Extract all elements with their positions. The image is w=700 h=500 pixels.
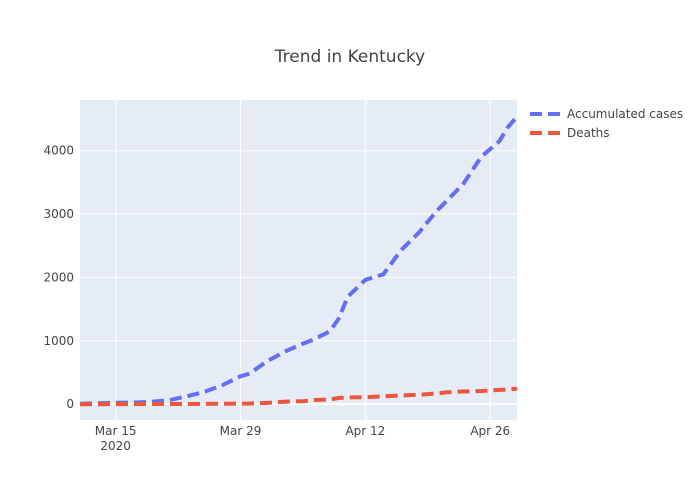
chart-title: Trend in Kentucky [274, 47, 425, 67]
legend-item[interactable]: Accumulated cases [530, 107, 683, 121]
y-tick-label: 4000 [43, 144, 74, 158]
legend-label: Accumulated cases [567, 107, 683, 121]
x-tick-sublabel: 2020 [100, 439, 131, 453]
y-tick-label: 1000 [43, 334, 74, 348]
series-line-accumulated-cases [80, 115, 517, 406]
x-tick-label: Mar 15 [95, 424, 137, 438]
series-lines [80, 115, 517, 407]
x-tick-label: Apr 26 [470, 424, 510, 438]
y-axis-ticks: 0 1000 2000 3000 4000 [43, 144, 74, 411]
legend-label: Deaths [567, 126, 610, 140]
y-tick-label: 3000 [43, 207, 74, 221]
plot-area [80, 100, 517, 420]
x-tick-label: Mar 29 [220, 424, 262, 438]
y-tick-label: 2000 [43, 270, 74, 284]
legend[interactable]: Accumulated cases Deaths [530, 107, 683, 140]
series-line-deaths [80, 386, 517, 407]
x-tick-label: Apr 12 [345, 424, 385, 438]
legend-item[interactable]: Deaths [530, 126, 610, 140]
y-tick-label: 0 [66, 397, 74, 411]
